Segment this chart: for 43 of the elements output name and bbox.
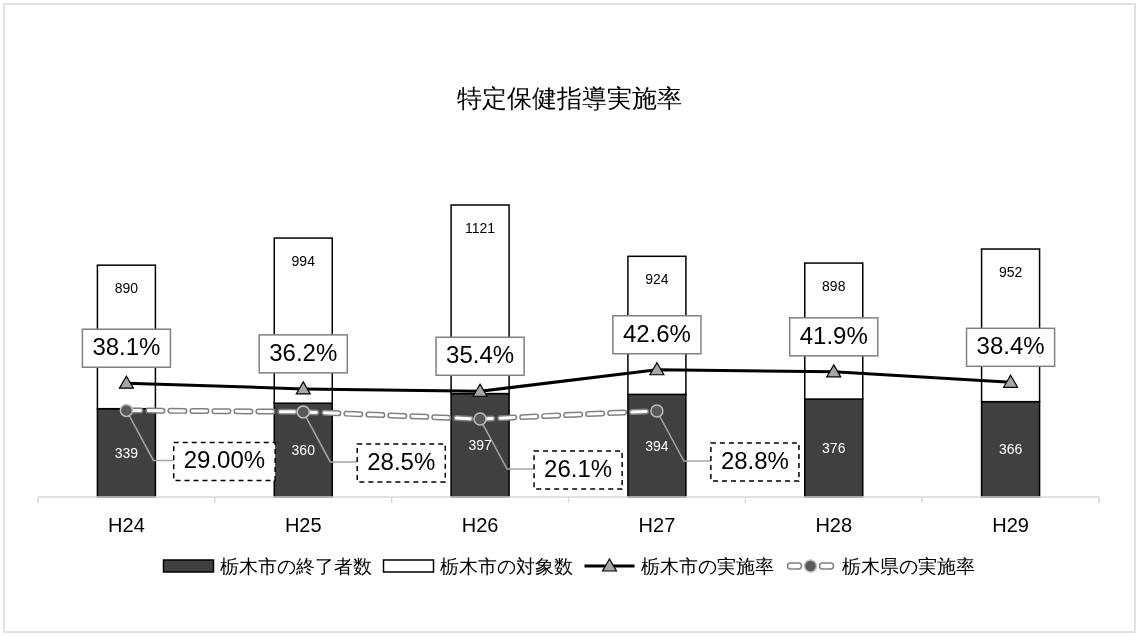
total-label: 952 — [998, 264, 1023, 281]
data-label: 397 — [468, 437, 492, 454]
data-label: 360 — [291, 442, 316, 459]
point — [649, 362, 665, 376]
x-tick-label: H25 — [284, 514, 322, 536]
legend-label: 栃木市の終了者数 — [219, 556, 372, 577]
legend-label: 栃木市の対象数 — [439, 556, 573, 577]
data-label: 28.5% — [367, 447, 436, 475]
data-label: 29.00% — [183, 446, 266, 474]
point — [826, 364, 842, 378]
point — [473, 412, 487, 426]
data-label: 376 — [822, 440, 846, 457]
total-label: 898 — [822, 278, 846, 295]
x-tick-label: H26 — [461, 514, 499, 536]
x-tick-label: H24 — [108, 514, 145, 536]
data-label: 36.2% — [269, 338, 338, 366]
data-label: 38.4% — [976, 332, 1045, 360]
total-label: 890 — [114, 280, 139, 297]
data-label: 35.4% — [446, 341, 515, 369]
legend-label: 栃木県の実施率 — [841, 556, 975, 577]
legend-label: 栃木市の実施率 — [640, 556, 774, 577]
point — [118, 375, 135, 389]
data-label: 26.1% — [544, 455, 613, 483]
point — [296, 405, 310, 419]
x-tick-label: H29 — [992, 514, 1029, 536]
total-label: 994 — [291, 253, 316, 270]
data-label: 366 — [998, 441, 1023, 458]
total-label: 924 — [645, 271, 669, 288]
data-label: 41.9% — [799, 321, 868, 349]
data-label: 394 — [645, 437, 669, 454]
data-label: 38.1% — [92, 333, 161, 361]
point — [650, 404, 664, 418]
x-tick-label: H28 — [815, 514, 853, 536]
data-label: 339 — [114, 444, 139, 461]
data-label: 28.8% — [720, 446, 789, 474]
point — [295, 381, 311, 395]
x-tick-label: H27 — [638, 514, 676, 536]
total-label: 1121 — [465, 220, 496, 236]
point — [1002, 374, 1019, 388]
point — [119, 403, 134, 418]
point — [472, 383, 488, 397]
data-label: 42.6% — [622, 319, 691, 347]
chart-title: 特定保健指導実施率 — [456, 84, 682, 112]
